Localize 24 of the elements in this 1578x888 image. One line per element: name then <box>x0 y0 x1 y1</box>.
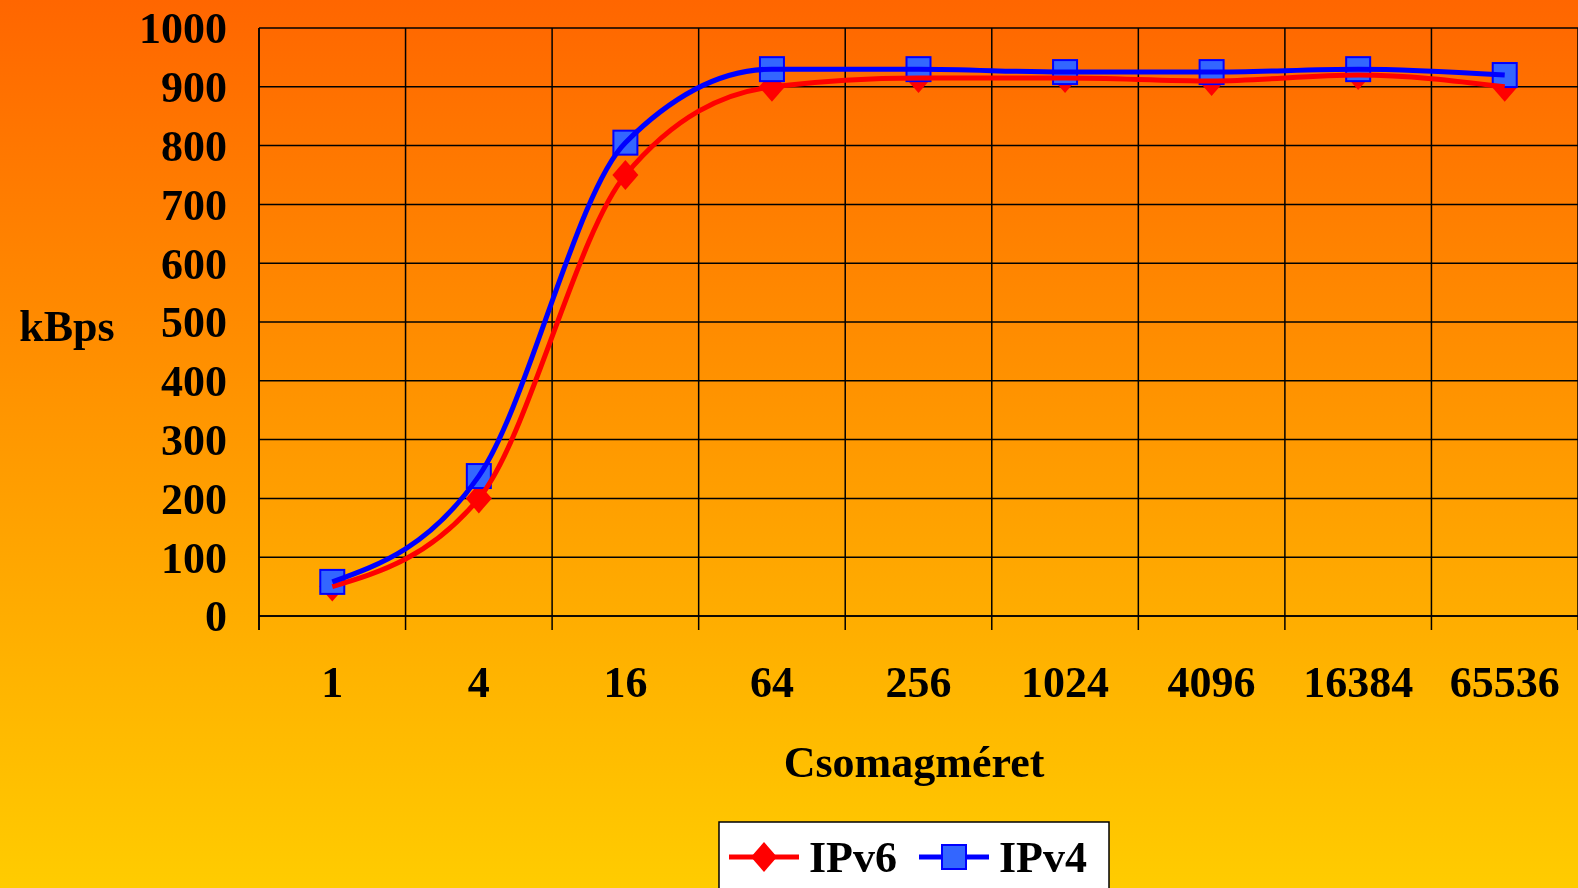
x-axis-title: Csomagméret <box>783 738 1045 788</box>
x-tick-label: 65536 <box>1449 658 1560 708</box>
legend-label: IPv4 <box>999 833 1087 883</box>
y-tick-label: 600 <box>161 239 227 289</box>
y-tick-label: 300 <box>161 416 227 465</box>
x-tick-label: 4096 <box>1167 658 1256 708</box>
y-tick-label: 200 <box>161 474 227 524</box>
y-tick-label: 0 <box>205 592 227 642</box>
y-tick-label: 700 <box>161 180 227 230</box>
x-tick-label: 16384 <box>1303 658 1414 708</box>
y-tick-label: 800 <box>161 122 227 171</box>
x-tick-label: 16 <box>603 658 648 708</box>
x-tick-label: 256 <box>885 658 952 708</box>
y-tick-label: 1000 <box>139 4 227 54</box>
y-tick-label: 100 <box>161 533 227 583</box>
x-tick-label: 1 <box>321 658 344 708</box>
y-axis-title: kBps <box>19 302 115 352</box>
y-tick-label: 500 <box>161 298 227 348</box>
y-tick-label: 400 <box>161 357 227 407</box>
x-tick-label: 64 <box>749 658 794 708</box>
y-tick-label: 900 <box>161 63 227 113</box>
x-tick-label: 1024 <box>1021 658 1110 708</box>
legend-label: IPv6 <box>809 833 897 883</box>
x-tick-label: 4 <box>467 658 490 708</box>
